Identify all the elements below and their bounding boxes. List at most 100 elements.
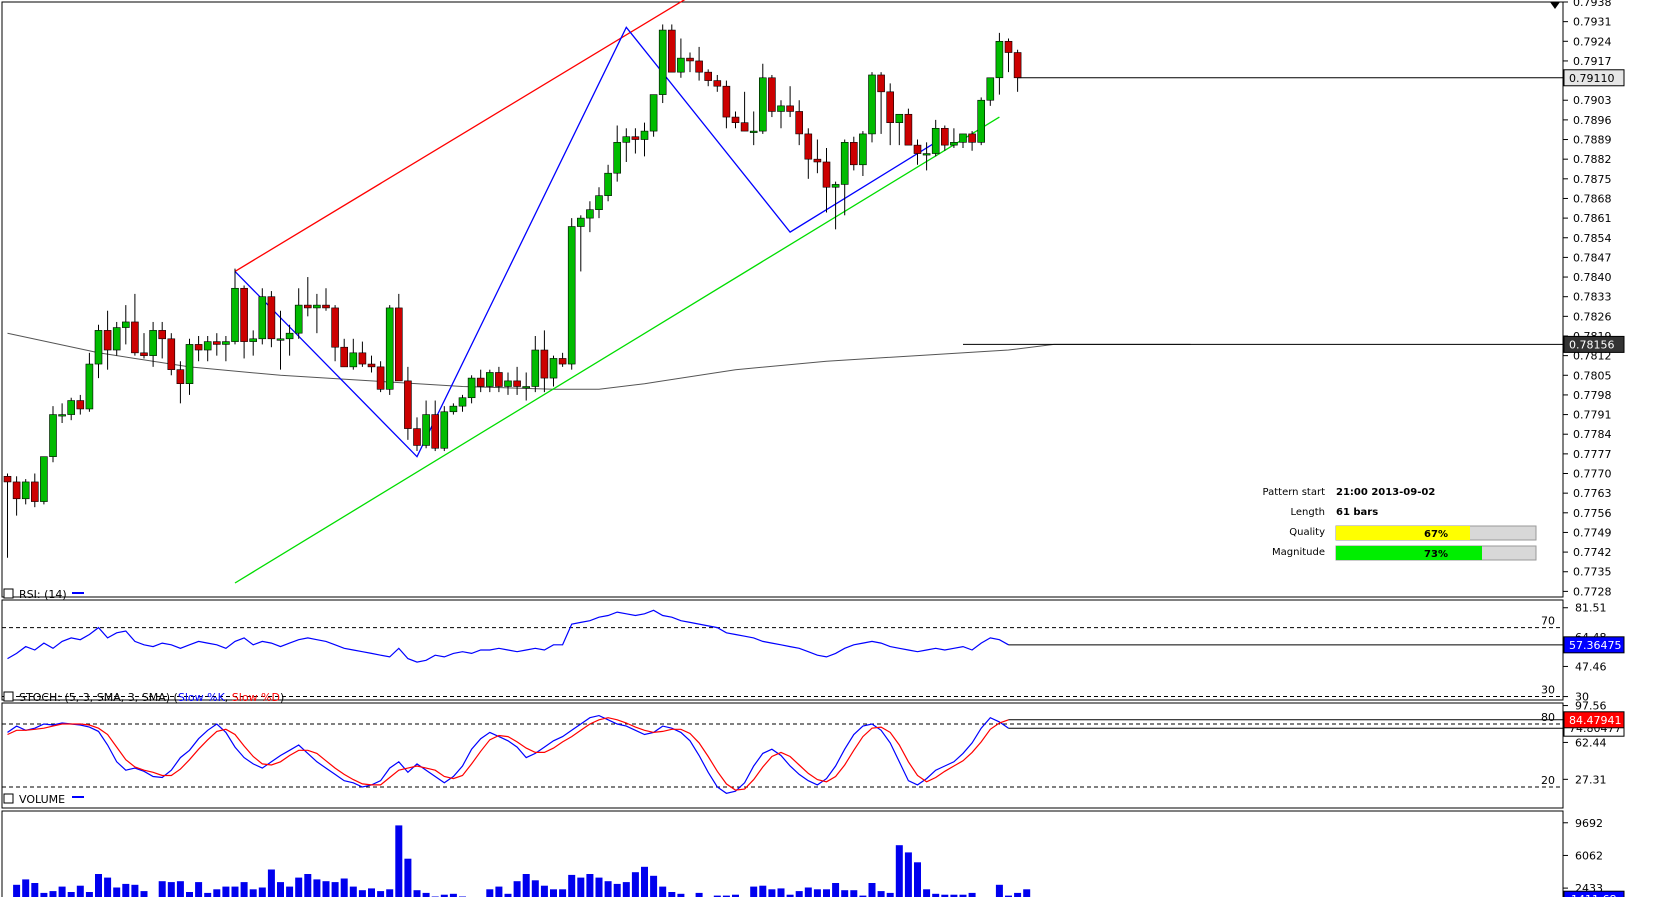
ma-value-box (1563, 335, 1625, 353)
volume-bar (240, 882, 248, 897)
volume-bar (759, 885, 767, 897)
pattern-start-value: 21:00 2013-09-02 (1336, 487, 1435, 498)
candle-body (913, 144, 922, 154)
volume-bar (540, 885, 548, 897)
volume-bar (950, 894, 958, 897)
volume-bar (522, 874, 530, 897)
candle-body (849, 142, 858, 166)
volume-bar (513, 881, 521, 897)
rsi-panel-series-0 (7, 609, 1009, 663)
volume-bar (586, 874, 594, 897)
candle-body (385, 307, 394, 390)
price-tick-label: 0.7749 (1573, 526, 1612, 539)
volume-bar (85, 892, 93, 897)
volume-bar (349, 886, 357, 897)
volume-bar (750, 886, 758, 897)
price-tick-label: 0.7833 (1573, 291, 1612, 304)
volume-bar (668, 892, 676, 897)
volume-bar (304, 874, 312, 897)
candle-body (504, 380, 512, 387)
candle-body (76, 400, 85, 410)
stoch-close-icon[interactable] (3, 691, 14, 702)
volume-bar (1023, 889, 1031, 897)
volume-bar (67, 892, 75, 897)
pattern-line-1 (234, 116, 1000, 584)
magnitude-bar-fill (1336, 546, 1482, 560)
volume-bar (786, 894, 794, 897)
pattern-line-2 (234, 26, 937, 458)
volume-bar (531, 880, 539, 897)
price-tick-label: 0.7903 (1573, 94, 1612, 107)
volume-bar (167, 882, 175, 897)
candle-body (768, 77, 776, 112)
candle-body (176, 369, 185, 384)
volume-bar (113, 887, 121, 897)
candle-body (30, 481, 39, 502)
candle-body (349, 352, 358, 368)
candle-body (394, 307, 403, 382)
price-tick-label: 0.7847 (1573, 251, 1612, 264)
candle-body (231, 287, 239, 342)
volume-bar (595, 877, 603, 897)
candle-body (531, 349, 540, 387)
candle-body (203, 341, 212, 351)
panel-frame-stoch (1, 702, 1564, 809)
candle-body (294, 304, 303, 334)
rsi-panel-tick-label: 47.46 (1575, 660, 1607, 673)
candle-body (67, 400, 75, 415)
price-tick-label: 0.7756 (1573, 507, 1612, 520)
candle-body (731, 116, 740, 123)
candle-body (458, 397, 467, 407)
volume-bar (386, 889, 394, 897)
volume-bar (1005, 895, 1012, 897)
panel-frame-rsi (1, 599, 1564, 701)
candle-body (249, 338, 257, 342)
volume-bar (877, 891, 885, 897)
candle-body (795, 111, 804, 135)
candle-body (276, 338, 285, 341)
volume-bar (641, 866, 648, 897)
volume-bar (95, 874, 102, 897)
stoch-panel-tick-label: 62.44 (1575, 736, 1607, 749)
price-tick-label: 0.7924 (1573, 35, 1612, 48)
rsi-close-icon[interactable] (3, 588, 14, 599)
volume-bar (904, 852, 912, 897)
volume-bar (404, 858, 412, 897)
price-tick-label: 0.7875 (1573, 173, 1612, 186)
candle-body (404, 380, 412, 429)
candle-body (495, 372, 503, 387)
price-tick-label: 0.7728 (1573, 585, 1612, 598)
volume-close-icon[interactable] (3, 793, 14, 804)
candle-body (158, 330, 166, 340)
candle-body (122, 321, 130, 328)
stoch-panel-level-label: 80 (1541, 711, 1555, 724)
rsi-title: RSI: (14) (19, 588, 67, 601)
volume-bar (631, 872, 639, 897)
volume-bar (941, 894, 949, 897)
volume-bar (358, 890, 366, 897)
volume-bar (859, 895, 867, 897)
volume-bar (932, 893, 940, 897)
price-tick-label: 0.7931 (1573, 16, 1612, 29)
candle-body (12, 481, 21, 500)
candle-body (476, 377, 485, 387)
candle-body (522, 386, 531, 389)
volume-bar (258, 887, 266, 897)
volume-bar (158, 881, 166, 897)
candle-body (222, 341, 230, 345)
volume-bar (768, 889, 776, 897)
stoch-legend-d: Slow %D (232, 691, 280, 704)
price-tick-label: 0.7791 (1573, 409, 1612, 422)
stoch-panel-series-0 (7, 714, 1009, 794)
candle-body (376, 366, 385, 390)
volume-bar (222, 886, 230, 897)
volume-bar (995, 884, 1003, 897)
volume-bar (813, 889, 821, 897)
pattern-line-0 (234, 0, 686, 272)
volume-bar (722, 895, 730, 897)
candle-body (859, 133, 867, 166)
volume-bar (186, 892, 193, 897)
candle-body (440, 411, 449, 449)
rsi-panel-tick-label: 30 (1575, 691, 1589, 704)
